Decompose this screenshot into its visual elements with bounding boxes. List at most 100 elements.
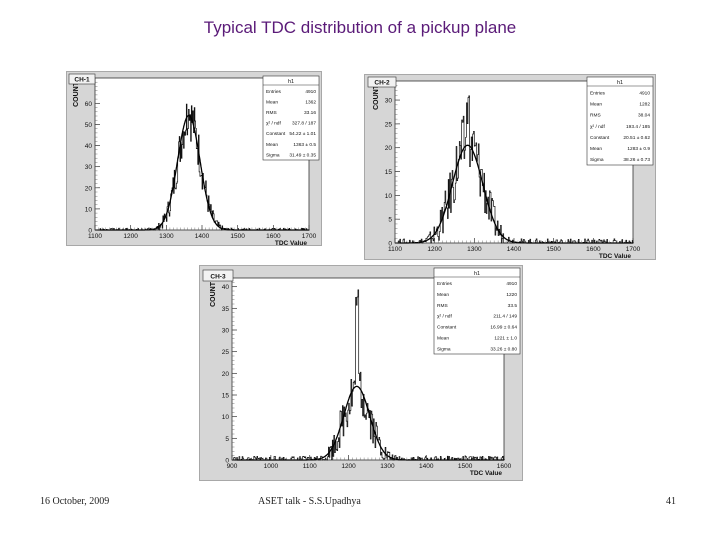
stats-name: Entries bbox=[590, 90, 606, 96]
stats-name: Entries bbox=[437, 281, 453, 287]
x-tick-label: 1400 bbox=[419, 463, 434, 470]
stats-hist-name: h1 bbox=[474, 271, 480, 277]
y-tick-label: 0 bbox=[225, 458, 229, 465]
stats-name: Mean bbox=[437, 335, 449, 341]
stats-value: 33.5 bbox=[508, 303, 518, 309]
stats-value: 16.99 ± 0.64 bbox=[490, 325, 517, 331]
stats-value: 211.4 / 149 bbox=[493, 314, 517, 320]
y-tick-label: 10 bbox=[385, 193, 393, 200]
stats-value: 327.8 / 187 bbox=[292, 121, 316, 127]
ch2-histogram-panel: 1100 1200 1300 1400 1500 1600 1700 0 5 10 15 20 25 30… bbox=[364, 74, 656, 260]
x-tick-label: 1400 bbox=[195, 233, 210, 240]
ch1-histogram-chart: 1100 1200 1300 1400 1500 1600 1700 0 10 20 30 40 50 6… bbox=[68, 73, 320, 245]
x-tick-label: 1600 bbox=[497, 463, 512, 470]
x-tick-label: 1600 bbox=[586, 246, 601, 253]
y-tick-label: 35 bbox=[222, 306, 230, 313]
x-tick-label: 1100 bbox=[303, 463, 317, 470]
x-tick-label: 1200 bbox=[123, 233, 138, 240]
stats-box bbox=[262, 75, 320, 161]
stats-value: 1282 bbox=[639, 102, 650, 108]
x-tick-label: 1200 bbox=[341, 463, 356, 470]
stats-name: Constant bbox=[590, 135, 610, 141]
stats-value: 1362 bbox=[305, 100, 316, 106]
stats-name: Entries bbox=[266, 89, 282, 95]
y-axis-title: COUNT bbox=[373, 84, 380, 110]
y-tick-label: 20 bbox=[222, 371, 230, 378]
stats-name: χ² / ndf bbox=[590, 124, 605, 130]
stats-value: 54.22 ± 1.01 bbox=[289, 131, 316, 137]
y-axis-title: COUNT bbox=[73, 81, 80, 107]
gaussian-fit-curve bbox=[232, 385, 504, 461]
ch1-histogram-panel: 1100 1200 1300 1400 1500 1600 1700 0 10 20 30 40 50 6… bbox=[66, 71, 322, 246]
page-number: 41 bbox=[666, 496, 676, 507]
stats-value: 31.49 ± 0.35 bbox=[289, 152, 316, 158]
stats-hist-name: h1 bbox=[288, 79, 294, 85]
stats-value: 1220 bbox=[506, 292, 517, 298]
y-tick-label: 15 bbox=[385, 169, 393, 176]
stats-value: 33.26 ± 0.80 bbox=[490, 346, 517, 352]
y-tick-label: 30 bbox=[85, 164, 93, 171]
y-axis-title: COUNT bbox=[210, 281, 217, 307]
stats-name: χ² / ndf bbox=[437, 314, 452, 320]
stats-value: 1283 ± 0.9 bbox=[627, 146, 650, 152]
stats-value: 193.4 / 185 bbox=[626, 124, 650, 130]
x-tick-label: 1700 bbox=[302, 233, 317, 240]
y-tick-label: 20 bbox=[385, 145, 393, 152]
stats-name: Sigma bbox=[266, 152, 280, 158]
stats-hist-name: h1 bbox=[617, 80, 623, 86]
x-axis-title: TDC Value bbox=[470, 470, 503, 477]
y-tick-label: 25 bbox=[222, 349, 230, 356]
y-tick-label: 30 bbox=[222, 328, 230, 335]
x-tick-label: 1500 bbox=[546, 246, 561, 253]
x-tick-label: 1700 bbox=[626, 246, 641, 253]
footer-presenter: ASET talk - S.S.Upadhya bbox=[258, 496, 361, 507]
ch3-histogram-chart: 900 1000 1100 1200 1300 1400 1500 1600 0 5 10 15 20 2… bbox=[202, 267, 521, 477]
y-tick-label: 10 bbox=[85, 206, 93, 213]
stats-name: Sigma bbox=[590, 157, 604, 163]
x-tick-label: 1500 bbox=[230, 233, 245, 240]
stats-name: RMS bbox=[437, 303, 448, 309]
stats-name: Constant bbox=[437, 325, 457, 331]
y-tick-label: 30 bbox=[385, 98, 393, 105]
stats-name: χ² / ndf bbox=[266, 121, 281, 127]
y-tick-label: 25 bbox=[385, 121, 393, 128]
stats-name: Mean bbox=[590, 146, 602, 152]
stats-name: Mean bbox=[266, 100, 278, 106]
channel-tag-box bbox=[202, 269, 234, 282]
x-tick-label: 1200 bbox=[427, 246, 442, 253]
y-tick-label: 5 bbox=[225, 436, 229, 443]
x-tick-label: 1500 bbox=[458, 463, 473, 470]
stats-name: Mean bbox=[590, 102, 602, 108]
x-tick-label: 1300 bbox=[159, 233, 174, 240]
stats-name: Mean bbox=[266, 142, 278, 148]
y-tick-label: 40 bbox=[222, 284, 230, 291]
x-tick-label: 1300 bbox=[380, 463, 395, 470]
stats-name: Sigma bbox=[437, 346, 451, 352]
x-tick-label: 900 bbox=[227, 463, 238, 470]
stats-box bbox=[433, 267, 521, 355]
stats-name: RMS bbox=[266, 110, 277, 116]
channel-tag: CH-3 bbox=[210, 274, 226, 281]
channel-tag: CH-1 bbox=[74, 77, 90, 84]
channel-tag-box bbox=[367, 76, 397, 88]
y-tick-label: 10 bbox=[222, 414, 230, 421]
stats-value: 4910 bbox=[305, 89, 316, 95]
stats-value: 38.04 bbox=[638, 113, 650, 119]
y-tick-label: 40 bbox=[85, 143, 93, 150]
stats-value: 4910 bbox=[639, 90, 650, 96]
channel-tag-box bbox=[68, 73, 96, 85]
stats-name: Mean bbox=[437, 292, 449, 298]
y-tick-label: 50 bbox=[85, 122, 93, 129]
x-tick-label: 1300 bbox=[467, 246, 482, 253]
stats-name: Constant bbox=[266, 131, 286, 137]
stats-value: 4910 bbox=[506, 281, 517, 287]
y-tick-label: 60 bbox=[85, 101, 93, 108]
y-tick-label: 0 bbox=[88, 228, 92, 235]
stats-value: 38.26 ± 0.73 bbox=[623, 157, 650, 163]
stats-name: RMS bbox=[590, 113, 601, 119]
y-tick-label: 5 bbox=[388, 217, 392, 224]
stats-box bbox=[586, 76, 654, 166]
x-axis-title: TDC Value bbox=[599, 253, 632, 259]
ch2-histogram-chart: 1100 1200 1300 1400 1500 1600 1700 0 5 10 15 20 25 30… bbox=[367, 76, 654, 259]
x-tick-label: 1100 bbox=[88, 233, 102, 240]
